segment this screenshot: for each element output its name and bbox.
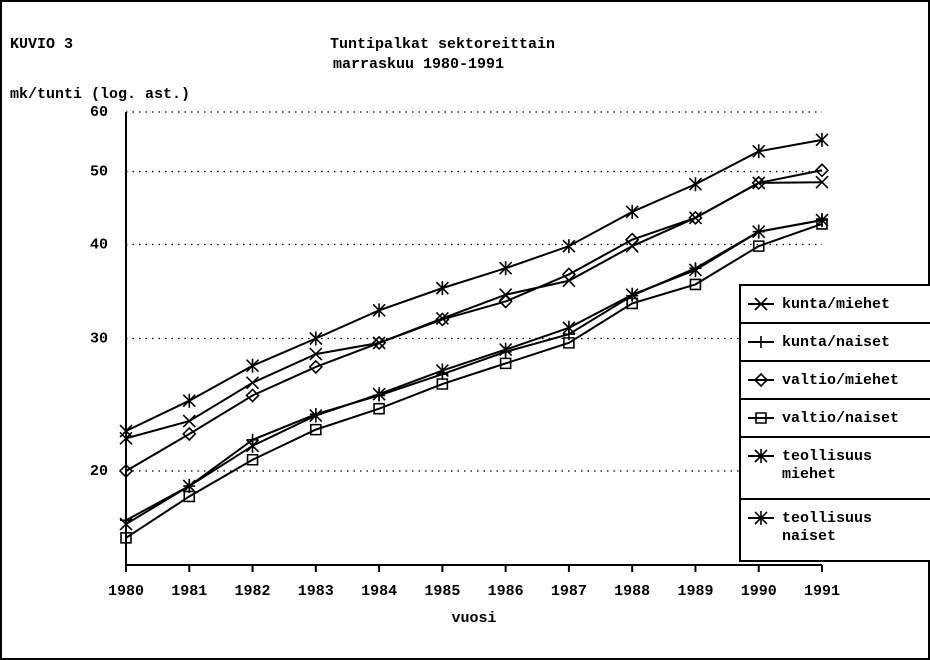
marker <box>371 335 387 351</box>
x-tick-label: 1984 <box>361 583 397 600</box>
marker <box>245 388 260 403</box>
marker <box>561 267 577 282</box>
x-tick-label: 1980 <box>108 583 144 600</box>
marker <box>499 357 512 370</box>
marker <box>752 144 766 159</box>
y-tick-label: 20 <box>90 463 108 480</box>
legend-box <box>739 436 930 500</box>
marker <box>245 438 260 453</box>
x-tick-label: 1991 <box>804 583 840 600</box>
marker <box>309 347 323 361</box>
marker <box>246 453 259 466</box>
marker <box>754 297 768 311</box>
legend-label: kunta/naiset <box>782 334 890 351</box>
legend-label: valtio/naiset <box>782 410 899 427</box>
marker <box>689 278 702 291</box>
x-tick-label: 1981 <box>171 583 207 600</box>
legend-label: teollisuus naiset <box>782 510 872 545</box>
marker <box>815 175 829 189</box>
marker <box>752 224 766 239</box>
series-line <box>125 219 823 522</box>
marker <box>754 449 768 463</box>
marker <box>119 424 133 439</box>
marker <box>499 342 513 357</box>
marker <box>751 175 766 191</box>
marker <box>688 262 703 277</box>
x-axis-label: vuosi <box>451 610 496 627</box>
x-tick-label: 1985 <box>424 583 460 600</box>
marker <box>688 177 703 192</box>
marker <box>753 372 769 388</box>
marker <box>435 312 450 327</box>
series-line <box>125 169 823 472</box>
x-tick-label: 1990 <box>741 583 777 600</box>
y-tick-label: 40 <box>90 236 108 253</box>
marker <box>436 378 449 390</box>
marker <box>625 204 639 219</box>
marker <box>310 423 322 436</box>
marker <box>118 463 134 479</box>
marker <box>562 320 576 335</box>
x-tick-label: 1989 <box>677 583 713 600</box>
y-tick-label: 50 <box>90 164 108 181</box>
marker <box>498 294 513 309</box>
marker <box>626 297 638 310</box>
marker <box>309 331 323 346</box>
x-tick-label: 1988 <box>614 583 650 600</box>
marker <box>754 511 768 525</box>
marker <box>308 359 323 375</box>
marker <box>752 240 765 252</box>
marker <box>815 213 829 228</box>
x-tick-label: 1983 <box>298 583 334 600</box>
x-tick-label: 1986 <box>488 583 524 600</box>
marker <box>245 376 260 390</box>
marker <box>182 426 197 442</box>
legend-box <box>739 498 930 562</box>
marker <box>372 303 386 318</box>
legend-label: valtio/miehet <box>782 372 899 389</box>
marker <box>245 358 260 373</box>
marker <box>183 490 196 503</box>
y-axis-label: mk/tunti (log. ast.) <box>10 86 190 103</box>
y-tick-label: 60 <box>90 104 108 121</box>
marker <box>435 363 449 378</box>
marker <box>688 210 703 225</box>
marker <box>182 479 196 494</box>
y-tick-label: 30 <box>90 330 108 347</box>
chart-title: Tuntipalkat sektoreittain <box>330 36 555 53</box>
marker <box>373 402 385 415</box>
series-line <box>125 219 823 525</box>
x-tick-label: 1982 <box>235 583 271 600</box>
marker <box>499 261 513 276</box>
marker <box>119 517 133 532</box>
marker <box>182 414 196 428</box>
marker <box>625 232 640 247</box>
marker <box>309 408 323 423</box>
chart-subtitle: marraskuu 1980-1991 <box>333 56 504 73</box>
legend-label: teollisuus miehet <box>782 448 872 483</box>
figure-label: KUVIO 3 <box>10 36 73 53</box>
marker <box>625 287 639 302</box>
marker <box>755 412 767 424</box>
marker <box>814 163 830 178</box>
legend-label: kunta/miehet <box>782 296 890 313</box>
series-line <box>125 222 823 539</box>
marker <box>562 239 576 254</box>
marker <box>182 393 196 408</box>
marker <box>372 387 386 402</box>
series-line <box>125 138 823 432</box>
marker <box>120 532 132 544</box>
marker <box>435 281 449 296</box>
marker <box>755 336 767 348</box>
x-tick-label: 1987 <box>551 583 587 600</box>
marker <box>815 132 829 147</box>
marker <box>563 337 575 349</box>
